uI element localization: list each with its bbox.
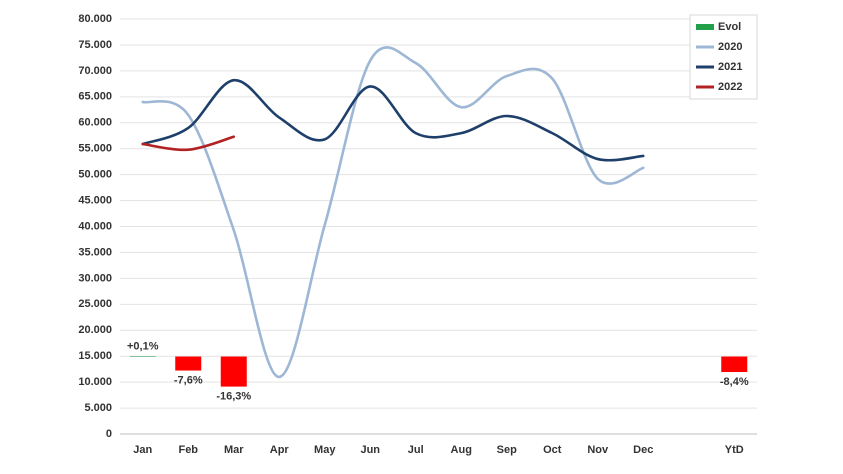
x-tick-label: YtD [725,444,744,456]
y-tick-label: 80.000 [78,13,112,25]
x-tick-label: Apr [270,444,290,456]
bar [721,356,748,373]
data-label: -7,6% [174,374,203,386]
line [141,78,645,162]
x-tick-label: Jul [408,444,424,456]
y-tick-label: 0 [106,428,112,440]
data-label: +0,1% [127,340,159,352]
line [141,46,645,379]
legend-label: 2022 [718,81,742,93]
y-tick-label: 10.000 [78,376,112,388]
line [141,135,236,152]
bar [220,356,247,387]
x-tick-label: Dec [633,444,653,456]
y-tick-label: 60.000 [78,117,112,129]
legend-label: Evol [718,21,741,33]
x-tick-label: Mar [224,444,244,456]
legend-label: 2020 [718,41,742,53]
legend-box [689,14,758,100]
bar [129,356,156,357]
y-tick-label: 5.000 [84,402,112,414]
x-tick-label: Jan [133,444,152,456]
x-tick-label: Feb [178,444,198,456]
y-tick-label: 15.000 [78,350,112,362]
y-tick-label: 30.000 [78,272,112,284]
y-tick-label: 45.000 [78,194,112,206]
bar [175,356,202,371]
y-tick-label: 70.000 [78,65,112,77]
x-tick-label: Aug [451,444,472,456]
legend-label: 2021 [718,61,742,73]
y-tick-label: 35.000 [78,246,112,258]
y-tick-label: 20.000 [78,324,112,336]
x-tick-label: Jun [360,444,380,456]
x-tick-label: May [314,444,336,456]
x-tick-label: Oct [543,444,562,456]
y-tick-label: 40.000 [78,220,112,232]
x-tick-label: Nov [587,444,609,456]
y-tick-label: 25.000 [78,298,112,310]
data-label: -16,3% [216,391,251,403]
y-tick-label: 75.000 [78,39,112,51]
y-tick-label: 55.000 [78,143,112,155]
x-tick-label: Sep [497,444,517,456]
data-label: -8,4% [720,376,749,388]
y-tick-label: 50.000 [78,169,112,181]
legend-swatch [696,24,714,30]
y-tick-label: 65.000 [78,91,112,103]
